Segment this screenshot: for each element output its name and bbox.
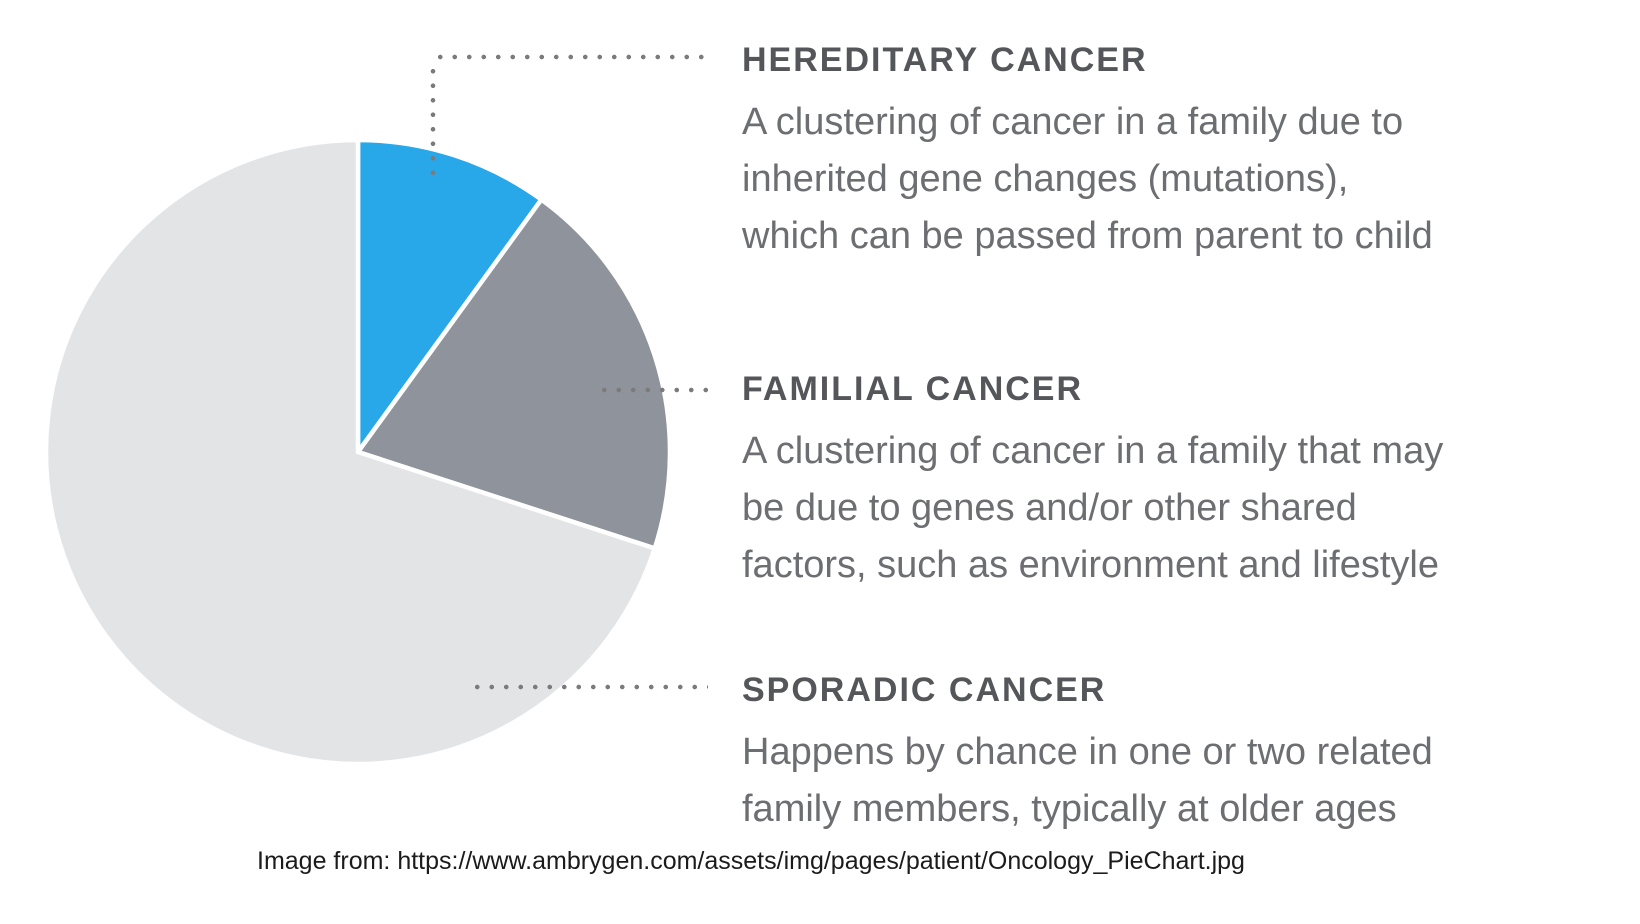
image-source-caption: Image from: https://www.ambrygen.com/ass… [257, 847, 1245, 875]
legend-heading-familial: FAMILIAL CANCER [742, 370, 1084, 408]
description-line: Happens by chance in one or two related [742, 731, 1433, 773]
legend-description-familial: A clustering of cancer in a family that … [742, 423, 1542, 594]
pie-slice-hereditary [355, 137, 544, 455]
description-line: be due to genes and/or other shared [742, 487, 1357, 529]
legend-heading-hereditary: HEREDITARY CANCER [742, 41, 1148, 79]
description-line: factors, such as environment and lifesty… [742, 544, 1440, 586]
pie-slice-sporadic [43, 137, 657, 767]
legend-block-hereditary: HEREDITARY CANCER A clustering of cancer… [742, 42, 1542, 265]
pie-slice-familial [355, 197, 673, 551]
leader-line-hereditary-horizontal [433, 54, 707, 60]
leader-line-familial [597, 387, 708, 393]
description-line: which can be passed from parent to child [742, 215, 1433, 257]
description-line: A clustering of cancer in a family due t… [742, 101, 1404, 143]
description-line: A clustering of cancer in a family that … [742, 430, 1444, 472]
legend-block-familial: FAMILIAL CANCER A clustering of cancer i… [742, 371, 1542, 594]
legend-heading-sporadic: SPORADIC CANCER [742, 671, 1107, 709]
legend-description-hereditary: A clustering of cancer in a family due t… [742, 94, 1542, 265]
leader-line-hereditary-vertical [430, 64, 436, 182]
legend-block-sporadic: SPORADIC CANCER Happens by chance in one… [742, 672, 1542, 838]
legend-description-sporadic: Happens by chance in one or two related … [742, 724, 1542, 838]
description-line: inherited gene changes (mutations), [742, 158, 1349, 200]
description-line: family members, typically at older ages [742, 788, 1397, 830]
leader-line-sporadic [470, 684, 708, 690]
